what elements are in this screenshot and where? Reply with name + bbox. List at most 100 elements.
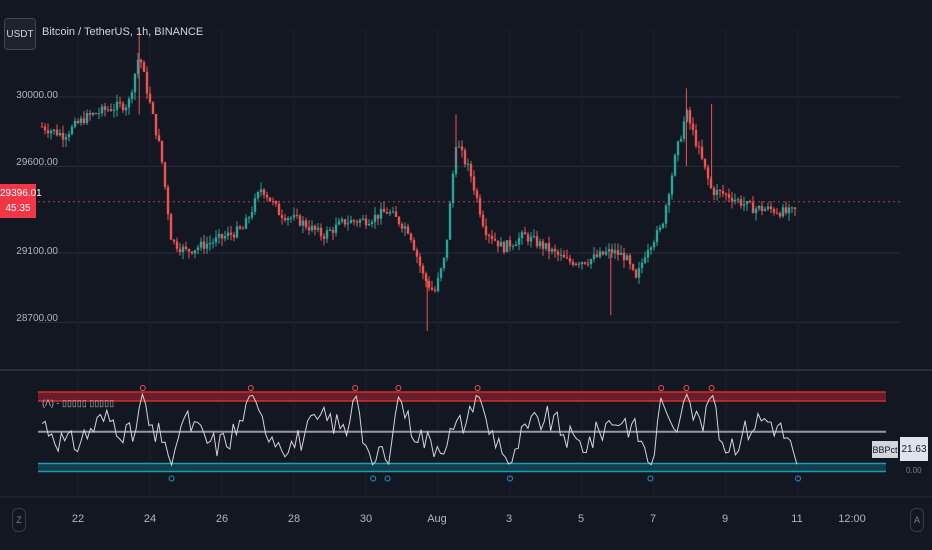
candle-body [43,126,47,131]
time-axis-label: 3 [505,513,513,525]
candle-body [316,227,320,230]
candle-body [313,225,317,230]
candle-body [574,263,578,265]
candle-body [667,194,671,206]
time-axis-label: 26 [215,513,229,525]
candle-body [598,251,602,257]
candle-body [64,137,68,140]
candle-body [748,201,752,203]
candle-body [352,220,356,222]
candle-body [238,226,242,229]
candle-body [520,232,524,239]
candle-body [595,254,599,257]
candle-body [391,211,395,213]
candle-body [196,247,200,251]
candle-body [784,207,788,214]
candle-body [205,243,209,249]
candle-body [625,255,629,261]
candle-body [628,255,632,265]
candle-body [328,229,332,231]
candle-body [403,226,407,229]
candle-body [40,126,44,128]
candle-body [73,120,77,127]
candle-body [367,224,371,226]
time-axis-label: 9 [721,513,729,525]
candle-body [511,246,515,248]
candle-body [517,238,521,245]
candle-body [295,214,299,216]
candle-body [211,242,215,244]
candle-body [361,218,365,220]
candle-body [142,62,146,72]
candle-body [637,267,641,278]
candle-body [457,146,461,148]
time-axis-label: 12:00 [838,513,866,525]
symbol-badge[interactable]: USDT [4,18,36,50]
candle-body [97,113,101,115]
price-axis-label: 28700.00 [16,313,58,324]
candle-body [571,261,575,265]
candle-body [448,203,452,240]
candle-body [337,221,341,225]
candle-body [472,176,476,191]
candle-body [355,221,359,223]
candle-body [565,257,569,259]
price-axis-label: 29600.00 [16,157,58,168]
candle-body [469,163,473,177]
zoom-right-button[interactable]: A [910,508,924,532]
candle-body [493,239,497,241]
candle-body [553,248,557,252]
candle-body [253,198,257,213]
candle-body [709,178,713,188]
candle-body [70,126,74,135]
candle-body [619,252,623,255]
candle-body [487,235,491,237]
candle-body [358,219,362,223]
candle-body [349,220,353,224]
candle-body [382,208,386,213]
candle-body [160,140,164,163]
candle-body [100,106,104,114]
candle-body [703,158,707,168]
candle-body [184,246,188,250]
candle-body [790,207,794,209]
candle-body [256,192,260,199]
candle-body [652,242,656,248]
candle-body [640,262,644,268]
candle-body [463,150,467,165]
candle-body [235,226,239,238]
candle-body [721,191,725,194]
candle-body [412,240,416,251]
candle-body [388,212,392,214]
oversold-marker [370,475,377,482]
candle-body [247,217,251,219]
oversold-marker [647,475,654,482]
candle-body [112,109,116,111]
candle-body [175,241,179,249]
candle-body [124,107,128,111]
overbought-marker [474,384,481,391]
candle-body [148,93,152,103]
candle-body [55,129,59,136]
candle-body [484,226,488,236]
zoom-left-button[interactable]: Z [12,508,26,532]
candle-body [292,214,296,218]
candle-body [568,258,572,262]
candle-body [301,220,305,226]
candle-body [538,241,542,247]
candle-body [79,118,83,124]
candle-body [583,262,587,264]
candle-body [433,289,437,291]
candle-body [586,263,590,265]
candle-body [778,213,782,217]
candle-body [766,206,770,210]
indicator-legend[interactable]: (Λ) - ▯▯▯▯▯ ▯▯▯▯▯ [42,398,115,408]
candle-body [364,218,368,226]
candle-body [76,120,80,124]
candle-body [187,249,191,252]
candle-body [118,101,122,104]
candle-body [616,250,620,255]
candle-body [697,146,701,148]
candle-body [259,189,263,193]
